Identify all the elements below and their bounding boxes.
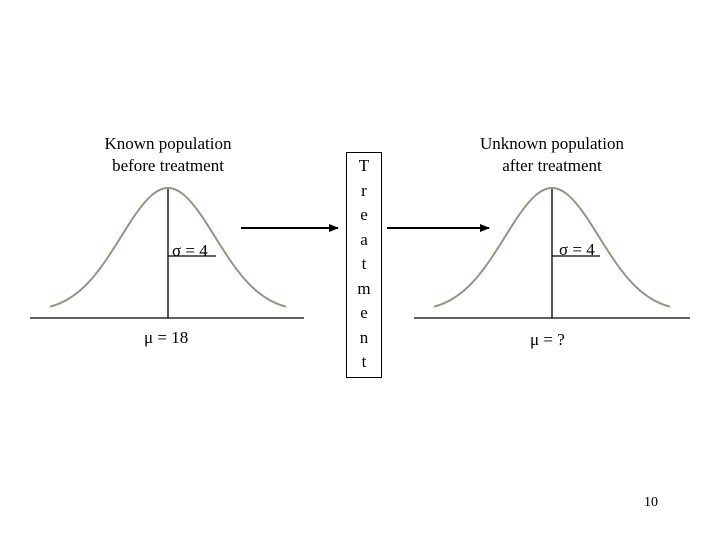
left-population-caption: Known population before treatment (62, 133, 274, 177)
treatment-letter: r (361, 180, 367, 200)
left-mu-label: μ = 18 (144, 328, 189, 347)
treatment-letter: n (359, 327, 369, 347)
treatment-letter: T (358, 156, 370, 175)
left-sigma-label: σ = 4 (172, 241, 208, 260)
treatment-letter: e (360, 303, 368, 322)
treatment-letter: t (361, 254, 367, 273)
treatment-letter: e (360, 205, 368, 224)
page-number: 10 (644, 495, 658, 510)
left-caption-line-1: Known population (104, 134, 232, 153)
right-mu-label: μ = ? (530, 330, 565, 349)
right-sigma-label: σ = 4 (559, 240, 595, 259)
treatment-letter: a (360, 229, 368, 249)
right-population-caption: Unknown population after treatment (446, 133, 658, 177)
treatment-letter: m (357, 278, 371, 298)
left-normal-curve (49, 186, 287, 308)
treatment-vertical-text: T r e a t m e n t (347, 154, 381, 375)
right-caption-line-1: Unknown population (479, 134, 625, 153)
left-caption-line-2: before treatment (112, 156, 224, 175)
treatment-box: T r e a t m e n t (346, 152, 382, 378)
right-normal-curve (433, 186, 671, 308)
treatment-letter: t (361, 352, 367, 371)
right-caption-line-2: after treatment (502, 156, 602, 175)
